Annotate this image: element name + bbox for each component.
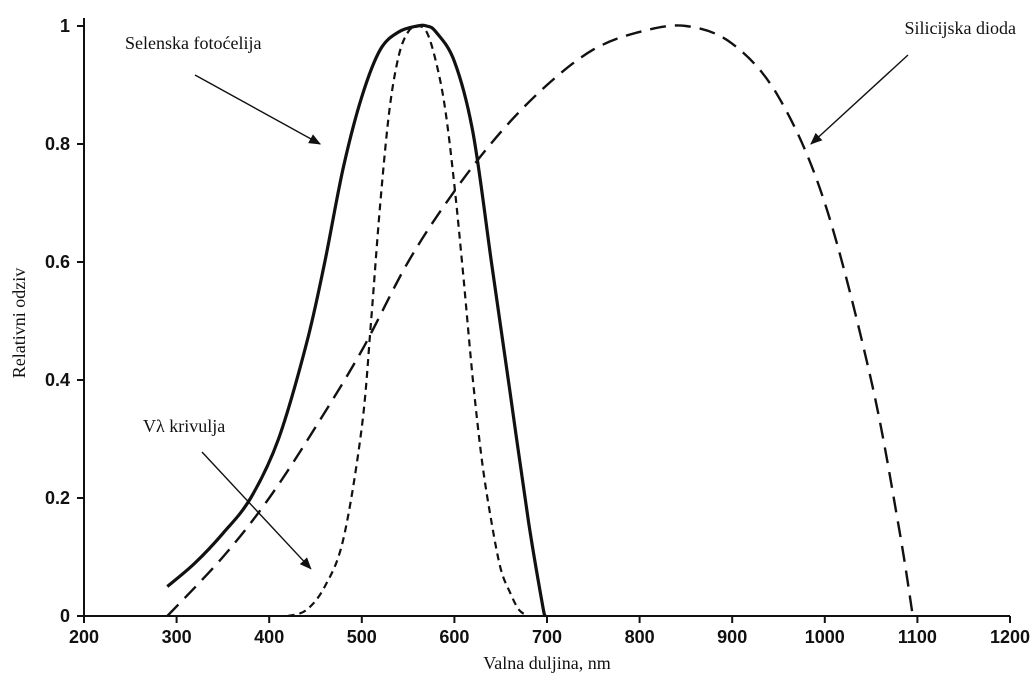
x-tick-label: 500 [347,627,377,647]
y-tick-label: 0.6 [45,252,70,272]
x-tick-label: 1200 [990,627,1030,647]
x-tick-label: 700 [532,627,562,647]
axes: 200 300 400 500 600 700 800 900 1000 1100 1200 0 0.2… [45,16,1030,647]
x-tick-label: 800 [625,627,655,647]
x-tick-label: 900 [717,627,747,647]
x-tick-label: 400 [254,627,284,647]
annotation-label: Selenska fotoćelija [125,33,261,53]
annotation-label: Vλ krivulja [143,416,225,436]
annotation-arrow [810,54,909,145]
x-axis-title: Valna duljina, nm [483,653,610,673]
annotation-arrow [194,74,322,145]
annotation-layer: Selenska fotoćelija Silicijska dioda Vλ kr… [125,18,1017,570]
y-tick-label: 0.2 [45,488,70,508]
y-tick-label: 0.4 [45,370,70,390]
y-tick-label: 0 [60,606,70,626]
x-tick-label: 200 [69,627,99,647]
x-tick-label: 1100 [898,627,937,647]
y-axis-title: Relativni odziv [9,268,29,378]
annotation-label: Silicijska dioda [905,18,1017,38]
y-tick-label: 1 [60,16,70,36]
x-tick-label: 300 [162,627,192,647]
x-tick-label: 1000 [805,627,845,647]
series-line-1 [166,23,547,618]
series-layer [166,23,914,618]
series-line-2 [287,24,530,618]
series-line-3 [166,24,914,617]
y-tick-label: 0.8 [45,134,70,154]
x-tick-label: 600 [439,627,469,647]
annotation-arrow [201,451,312,570]
